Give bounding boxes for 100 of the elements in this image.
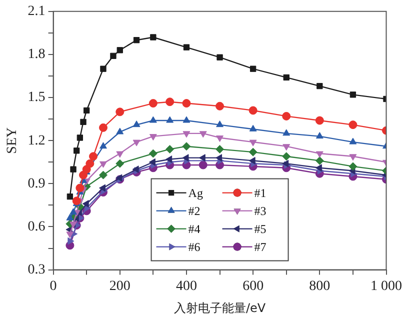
point	[348, 162, 358, 171]
legend-label: #5	[254, 222, 266, 236]
point	[98, 184, 106, 192]
point	[70, 208, 77, 215]
point	[116, 159, 124, 168]
point	[183, 44, 190, 50]
point	[98, 123, 108, 132]
point	[348, 120, 358, 130]
legend-label: #6	[188, 240, 200, 254]
point	[249, 140, 257, 146]
point	[282, 112, 291, 120]
point	[80, 118, 86, 126]
point	[116, 108, 124, 116]
point	[66, 194, 74, 200]
point	[182, 142, 191, 151]
point	[198, 160, 208, 170]
x-axis-title: 入射电子能量/eV	[174, 300, 266, 315]
y-axis-title: SEY	[5, 127, 20, 154]
point	[89, 152, 98, 161]
point	[316, 151, 324, 158]
point	[116, 47, 123, 54]
y-tick-label: 0.6	[28, 219, 46, 234]
legend-label: #3	[254, 204, 266, 218]
point	[166, 98, 174, 106]
point	[282, 129, 290, 136]
point	[198, 154, 206, 162]
point	[282, 152, 291, 161]
x-tick-label: 800	[309, 278, 330, 294]
point	[84, 107, 90, 114]
point	[100, 161, 107, 168]
point	[315, 116, 324, 125]
point	[68, 237, 74, 245]
point	[216, 120, 224, 128]
x-tick-label: 600	[242, 278, 264, 294]
legend-label: #7	[254, 240, 266, 254]
point	[149, 134, 157, 141]
point	[166, 144, 174, 154]
point	[250, 66, 256, 72]
point	[66, 232, 74, 238]
y-tick-label: 1.8	[28, 47, 46, 62]
legend-label: Ag	[188, 186, 203, 200]
point	[82, 200, 89, 208]
point	[283, 74, 290, 81]
point	[182, 99, 191, 108]
point	[133, 37, 140, 44]
point	[66, 214, 74, 220]
point	[182, 116, 190, 123]
point	[315, 164, 322, 172]
point	[100, 66, 106, 72]
point	[282, 144, 290, 151]
y-tick-label: 1.2	[28, 133, 46, 148]
x-tick-label: 1 000	[370, 278, 402, 294]
legend-label: #1	[254, 186, 266, 200]
point	[166, 116, 174, 123]
point	[216, 144, 224, 154]
point	[166, 156, 172, 163]
point	[248, 106, 258, 115]
x-tick-label: 0	[50, 278, 57, 294]
x-tick-label: 200	[109, 278, 130, 294]
point	[132, 140, 140, 146]
point	[199, 131, 207, 138]
point	[248, 156, 256, 164]
y-tick-label: 1.5	[28, 90, 46, 106]
point	[216, 154, 222, 162]
point	[100, 142, 107, 149]
y-tick-label: 0.9	[28, 176, 46, 192]
point	[316, 82, 323, 90]
point	[149, 116, 157, 123]
point	[182, 131, 190, 138]
point	[76, 184, 84, 192]
legend-label: #4	[188, 222, 200, 236]
point	[216, 54, 223, 60]
point	[70, 166, 76, 172]
point	[72, 196, 81, 206]
point	[216, 102, 224, 110]
point	[349, 154, 357, 161]
point	[349, 138, 357, 144]
point	[110, 52, 116, 59]
point	[132, 120, 140, 128]
point	[76, 134, 84, 141]
point	[248, 148, 258, 156]
point	[315, 156, 324, 165]
point	[350, 92, 356, 98]
point	[249, 124, 257, 132]
point	[86, 159, 94, 168]
point	[216, 135, 224, 142]
point	[148, 149, 158, 158]
point	[116, 151, 124, 158]
point	[98, 170, 108, 180]
legend-label: #2	[188, 204, 200, 218]
x-tick-label: 400	[176, 278, 197, 294]
point	[116, 128, 124, 134]
point	[74, 148, 80, 154]
point	[148, 158, 156, 166]
y-tick-label: 2.1	[28, 4, 46, 20]
point	[316, 132, 324, 139]
point	[148, 99, 158, 108]
point	[150, 34, 156, 40]
y-tick-label: 0.3	[28, 262, 46, 278]
point	[182, 154, 189, 162]
